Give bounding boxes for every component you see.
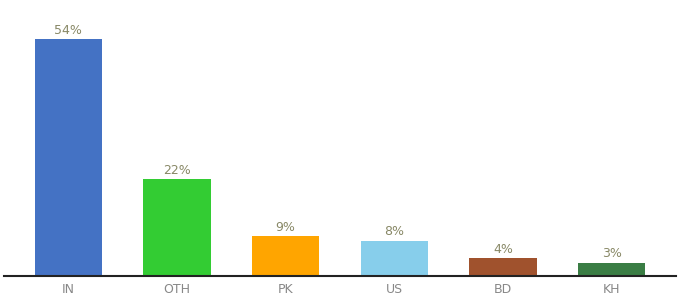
Bar	[252, 236, 320, 276]
Bar	[469, 258, 537, 276]
Text: 9%: 9%	[275, 221, 296, 234]
Text: 3%: 3%	[602, 247, 622, 260]
Bar	[35, 39, 102, 276]
Bar	[578, 263, 645, 276]
Bar	[143, 179, 211, 276]
Text: 8%: 8%	[384, 225, 405, 238]
Text: 54%: 54%	[54, 24, 82, 37]
Text: 4%: 4%	[493, 243, 513, 256]
Bar	[360, 241, 428, 276]
Text: 22%: 22%	[163, 164, 191, 177]
